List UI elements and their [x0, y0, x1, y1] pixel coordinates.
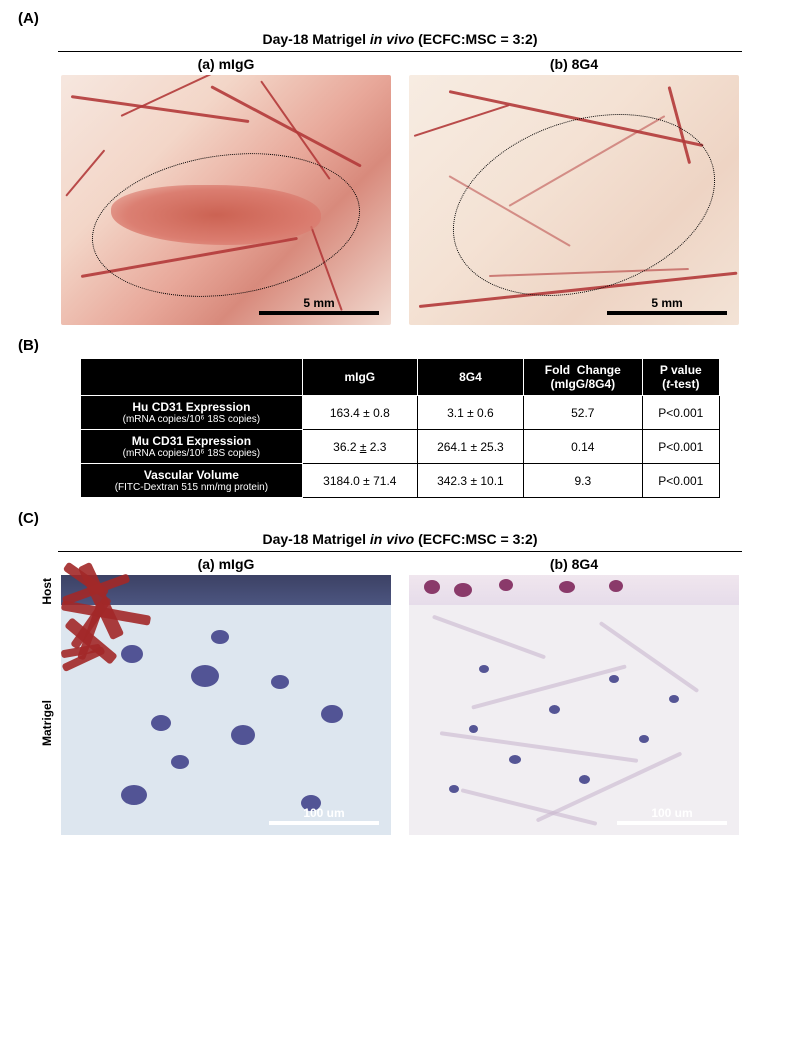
panel-c-left-label: (a) mIgG — [198, 556, 255, 572]
row-name: Hu CD31 Expression(mRNA copies/10⁶ 18S c… — [81, 396, 303, 430]
panel-a-right: (b) 8G4 5 mm — [406, 56, 742, 325]
panel-a-right-photo: 5 mm — [409, 75, 739, 325]
side-label-host: Host — [40, 578, 54, 605]
table-header-row: mIgG 8G4 Fold Change(mIgG/8G4) P value(t… — [81, 359, 720, 396]
panel-a-left-label: (a) mIgG — [198, 56, 255, 72]
panel-a-left-oval — [83, 137, 370, 313]
panel-c-left-scalebar: 100 um — [269, 806, 379, 825]
th-8g4: 8G4 — [417, 359, 523, 396]
panel-a: (A) Day-18 Matrigel in vivo (ECFC:MSC = … — [18, 10, 782, 325]
table-row: Vascular Volume(FITC-Dextran 515 nm/mg p… — [81, 464, 720, 498]
panel-c-right-photo: 100 um — [409, 575, 739, 835]
row-name: Mu CD31 Expression(mRNA copies/10⁶ 18S c… — [81, 430, 303, 464]
th-blank — [81, 359, 303, 396]
table-body: Hu CD31 Expression(mRNA copies/10⁶ 18S c… — [81, 396, 720, 498]
panel-c-right-label: (b) 8G4 — [550, 556, 598, 572]
panel-c-images: (a) mIgG — [58, 556, 742, 835]
panel-c-left-photo: 100 um — [61, 575, 391, 835]
panel-c-right: (b) 8G4 — [406, 556, 742, 835]
table-row: Hu CD31 Expression(mRNA copies/10⁶ 18S c… — [81, 396, 720, 430]
panel-c-letter: (C) — [18, 510, 782, 527]
th-foldchange: Fold Change(mIgG/8G4) — [523, 359, 642, 396]
panel-c-title: Day-18 Matrigel in vivo (ECFC:MSC = 3:2) — [58, 531, 742, 552]
panel-a-left: (a) mIgG 5 mm — [58, 56, 394, 325]
panel-a-right-label: (b) 8G4 — [550, 56, 598, 72]
panel-a-right-oval — [429, 82, 738, 325]
panel-b-letter: (B) — [18, 337, 782, 354]
th-pvalue: P value(t-test) — [642, 359, 719, 396]
panel-a-title: Day-18 Matrigel in vivo (ECFC:MSC = 3:2) — [58, 31, 742, 52]
panel-b-table: mIgG 8G4 Fold Change(mIgG/8G4) P value(t… — [80, 358, 720, 498]
panel-c: (C) Day-18 Matrigel in vivo (ECFC:MSC = … — [18, 510, 782, 835]
panel-c-right-scalebar: 100 um — [617, 806, 727, 825]
panel-a-right-scalebar: 5 mm — [607, 296, 727, 315]
panel-a-letter: (A) — [18, 10, 782, 27]
panel-a-left-photo: 5 mm — [61, 75, 391, 325]
th-migg: mIgG — [302, 359, 417, 396]
panel-a-images: (a) mIgG 5 mm (b) 8G4 — [58, 56, 742, 325]
table-row: Mu CD31 Expression(mRNA copies/10⁶ 18S c… — [81, 430, 720, 464]
panel-a-left-scalebar: 5 mm — [259, 296, 379, 315]
panel-c-left: (a) mIgG — [58, 556, 394, 835]
row-name: Vascular Volume(FITC-Dextran 515 nm/mg p… — [81, 464, 303, 498]
panel-b: (B) mIgG 8G4 Fold Change(mIgG/8G4) P val… — [18, 337, 782, 498]
side-label-matrigel: Matrigel — [40, 700, 54, 746]
